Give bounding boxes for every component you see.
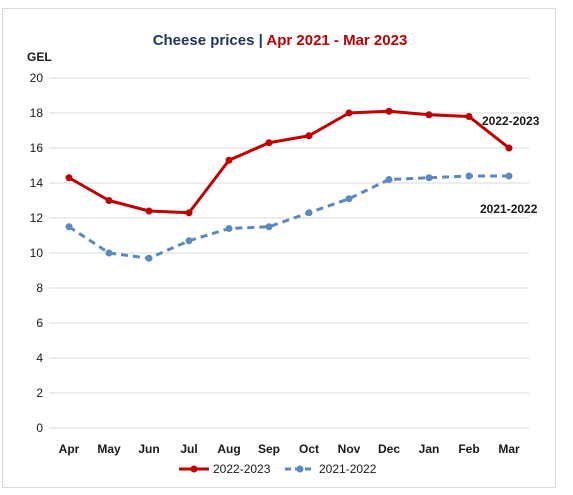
legend-item-2022-2023: 2022-2023	[179, 462, 271, 476]
point-2022-2023-mar	[505, 144, 513, 152]
point-2021-2022-nov	[345, 195, 353, 203]
point-2021-2022-jul	[185, 237, 193, 245]
y-tick-10: 10	[30, 246, 44, 260]
point-2021-2022-aug	[225, 225, 233, 232]
x-tick-jan: Jan	[419, 442, 440, 456]
x-tick-may: May	[97, 442, 121, 456]
y-tick-16: 16	[30, 141, 44, 155]
x-tick-nov: Nov	[338, 442, 361, 456]
chart-title-part2: Apr 2021 - Mar 2023	[266, 32, 407, 49]
x-tick-sep: Sep	[258, 442, 280, 456]
legend-item-2021-2022: 2021-2022	[285, 462, 377, 476]
x-tick-jul: Jul	[180, 442, 197, 456]
x-tick-jun: Jun	[138, 442, 159, 456]
point-2022-2023-may	[105, 197, 113, 204]
series-label-2021-2022: 2021-2022	[480, 202, 538, 216]
series-2022-2023	[65, 107, 513, 217]
point-2022-2023-jun	[145, 207, 153, 215]
point-2021-2022-feb	[465, 172, 473, 180]
y-tick-4: 4	[36, 351, 43, 365]
y-tick-labels: 0 2 4 6 8 10 12 14 16 18 20	[30, 71, 44, 435]
legend-marker-2021-2022	[296, 465, 304, 473]
y-tick-20: 20	[30, 71, 44, 85]
gridlines	[49, 77, 529, 429]
x-tick-apr: Apr	[59, 442, 80, 456]
y-axis-label: GEL	[27, 50, 52, 64]
point-2021-2022-dec	[385, 176, 393, 183]
point-2022-2023-oct	[305, 132, 313, 140]
point-2021-2022-jun	[145, 254, 153, 262]
series-line-2022-2023	[68, 109, 510, 215]
point-2022-2023-jul	[185, 209, 193, 217]
point-2021-2022-jan	[425, 174, 433, 182]
point-2022-2023-jan	[425, 111, 433, 119]
chart-title: Cheese prices | Apr 2021 - Mar 2023	[153, 32, 408, 49]
point-2021-2022-oct	[305, 209, 313, 217]
point-2021-2022-sep	[265, 223, 273, 231]
x-tick-labels: Apr May Jun Jul Aug Sep Oct Nov Dec Jan Feb Mar	[59, 442, 520, 456]
point-2022-2023-aug	[225, 156, 233, 164]
x-tick-dec: Dec	[378, 442, 400, 456]
y-tick-12: 12	[30, 211, 44, 225]
y-tick-14: 14	[30, 176, 44, 190]
x-tick-feb: Feb	[458, 442, 479, 456]
point-2022-2023-sep	[265, 139, 273, 147]
x-tick-aug: Aug	[217, 442, 240, 456]
series-line-2021-2022	[68, 174, 509, 260]
point-2022-2023-apr	[65, 174, 73, 182]
series-label-2022-2023: 2022-2023	[482, 114, 540, 128]
legend-marker-2022-2023	[190, 465, 198, 473]
chart-frame: Cheese prices | Apr 2021 - Mar 2023 GEL …	[2, 8, 556, 488]
point-2022-2023-feb	[465, 113, 473, 120]
point-2022-2023-nov	[345, 109, 353, 117]
line-chart: Cheese prices | Apr 2021 - Mar 2023 GEL …	[27, 32, 540, 476]
legend-label-2022-2023: 2022-2023	[213, 462, 271, 476]
point-2021-2022-mar	[505, 172, 513, 180]
y-tick-18: 18	[30, 106, 44, 120]
x-tick-oct: Oct	[299, 442, 319, 456]
series-2021-2022	[65, 172, 513, 262]
y-tick-6: 6	[36, 316, 43, 330]
point-2022-2023-dec	[385, 107, 393, 115]
y-tick-8: 8	[36, 281, 43, 295]
y-tick-0: 0	[36, 421, 43, 435]
x-tick-mar: Mar	[498, 442, 520, 456]
series-lines	[65, 107, 513, 262]
legend: 2022-2023 2021-2022	[179, 462, 377, 476]
legend-label-2021-2022: 2021-2022	[319, 462, 377, 476]
y-tick-2: 2	[36, 386, 43, 400]
point-2021-2022-may	[105, 249, 113, 257]
chart-title-part1: Cheese prices |	[153, 32, 267, 49]
point-2021-2022-apr	[65, 223, 73, 231]
